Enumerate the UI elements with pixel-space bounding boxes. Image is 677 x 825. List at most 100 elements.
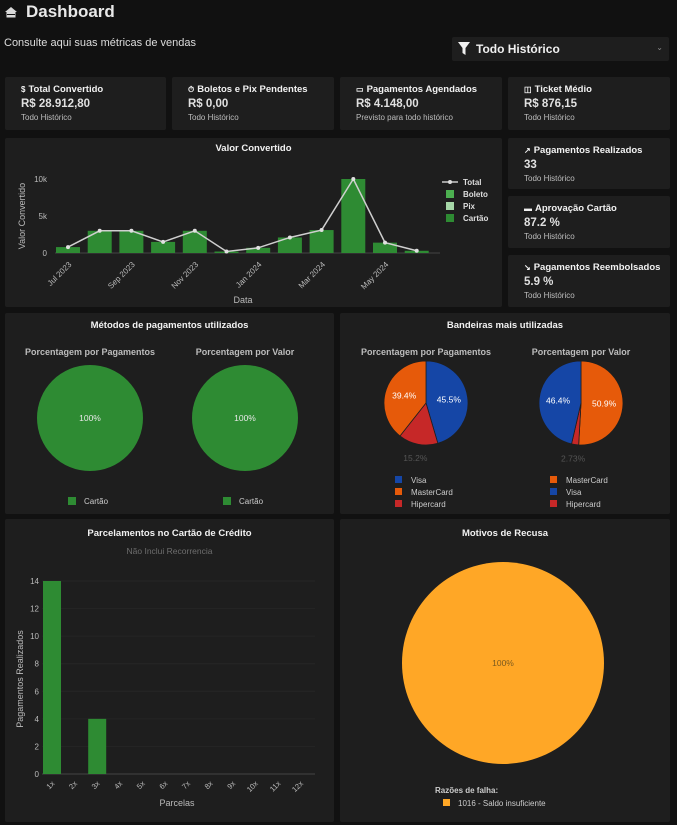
valor-convertido-chart[interactable]: 0 5k 10k Jul 2023 Sep 2023 Nov 2023 Jan 2024 Ma… <box>5 138 502 307</box>
card-title-text: Aprovação Cartão <box>535 203 617 214</box>
legend-swatch-icon <box>446 202 454 210</box>
bar-cartao <box>87 230 112 253</box>
legend-label: Hipercard <box>566 500 601 509</box>
total-point <box>256 245 261 250</box>
trending-up-icon: ↗ <box>524 146 531 155</box>
x-tick-label: 6x <box>157 779 169 791</box>
kpi-card-aprovacao-cartao: ▬ Aprovação Cartão 87.2 % Todo Histórico <box>508 196 670 248</box>
total-point <box>129 228 134 233</box>
y-tick-label: 0 <box>43 249 48 258</box>
period-filter-select[interactable]: Todo Histórico ⌄ <box>452 37 669 61</box>
bandeiras-panel: Bandeiras mais utilizadas Porcentagem po… <box>340 313 670 514</box>
total-point <box>287 235 292 240</box>
x-tick-label: Nov 2023 <box>170 260 201 291</box>
dollar-icon: $ <box>21 85 26 94</box>
page-title: Dashboard <box>26 2 115 21</box>
total-line <box>67 177 417 253</box>
x-tick-label: 4x <box>112 779 124 791</box>
legend-swatch-icon <box>550 476 557 483</box>
pie-slice <box>383 360 427 437</box>
card-subtext: Todo Histórico <box>524 232 575 241</box>
x-axis-label: Data <box>233 295 252 305</box>
legend-label: Cartão <box>84 497 109 506</box>
total-point <box>192 228 197 233</box>
pie-subtitle: Porcentagem por Valor <box>532 347 631 357</box>
motivos-chart[interactable]: 100% Razões de falha: 1016 - Saldo insufic… <box>340 519 670 822</box>
legend-label: Visa <box>411 476 427 485</box>
chart-title: Parcelamentos no Cartão de Crédito <box>87 528 252 539</box>
card-value: 5.9 % <box>524 276 554 288</box>
legend-label: MasterCard <box>411 488 453 497</box>
card-title-text: Pagamentos Realizados <box>533 145 643 156</box>
x-tick-label: 8x <box>203 779 215 791</box>
filter-selected-value: Todo Histórico <box>476 42 560 56</box>
y-tick-label: 4 <box>35 715 40 724</box>
legend-label: Visa <box>566 488 582 497</box>
card-title: $ Total Convertido <box>21 84 103 95</box>
legend-label: Pix <box>463 202 476 211</box>
bar <box>43 581 61 774</box>
legend-label: Hipercard <box>411 500 446 509</box>
card-subtext: Todo Histórico <box>21 113 72 122</box>
card-title: ◫ Ticket Médio <box>524 84 592 95</box>
pie-label: 100% <box>79 413 101 423</box>
bar-cartao <box>182 230 207 253</box>
pie-slice <box>578 360 624 446</box>
pie-slice <box>37 365 143 471</box>
card-value: 33 <box>524 159 537 171</box>
card-subtext: Previsto para todo histórico <box>356 113 453 122</box>
card-value: R$ 0,00 <box>188 98 229 110</box>
legend-swatch-icon <box>446 214 454 222</box>
card-subtext: Todo Histórico <box>524 174 575 183</box>
kpi-card-pagamentos-realizados: ↗ Pagamentos Realizados 33 Todo Histórico <box>508 138 670 189</box>
timer-icon: ⏱ <box>188 85 195 94</box>
legend-swatch-icon <box>223 497 231 505</box>
x-tick-label: 2x <box>67 779 79 791</box>
legend-label: Cartão <box>239 497 264 506</box>
card-title: ▬ Aprovação Cartão <box>524 203 617 214</box>
y-tick-label: 6 <box>35 687 40 696</box>
total-point <box>319 228 324 233</box>
pie-label: 100% <box>492 658 514 668</box>
bar <box>88 718 107 774</box>
calendar-icon: ▭ <box>356 85 364 94</box>
page-subtitle: Consulte aqui suas métricas de vendas <box>4 37 196 49</box>
card-subtext: Todo Histórico <box>188 113 239 122</box>
total-point <box>224 249 229 254</box>
legend-label: Total <box>463 178 482 187</box>
y-tick-label: 14 <box>30 577 39 586</box>
total-point <box>414 248 419 253</box>
metodos-panel: Métodos de pagamentos utilizados Porcent… <box>5 313 334 514</box>
pie-label: 45.5% <box>437 395 462 405</box>
bar-cartao <box>277 237 302 253</box>
legend-swatch-icon <box>446 190 454 198</box>
legend-title: Razões de falha: <box>435 786 498 795</box>
kpi-card-total-convertido: $ Total Convertido R$ 28.912,80 Todo Hist… <box>5 77 166 130</box>
x-tick-label: 7x <box>180 779 192 791</box>
pie-slice <box>538 360 582 445</box>
legend-swatch-icon <box>395 476 402 483</box>
kpi-card-boletos-pix-pendentes: ⏱ Boletos e Pix Pendentes R$ 0,00 Todo Hi… <box>172 77 334 130</box>
card-subtext: Todo Histórico <box>524 291 575 300</box>
kpi-card-pagamentos-agendados: ▭ Pagamentos Agendados R$ 4.148,00 Previs… <box>340 77 502 130</box>
card-value: 87.2 % <box>524 217 560 229</box>
legend-marker-icon <box>448 180 452 184</box>
chart-title: Métodos de pagamentos utilizados <box>90 320 249 331</box>
kpi-card-ticket-medio: ◫ Ticket Médio R$ 876,15 Todo Histórico <box>508 77 670 130</box>
metodos-chart[interactable]: Porcentagem por Pagamentos 100% Cartão Porc… <box>5 313 334 514</box>
card-title-text: Boletos e Pix Pendentes <box>197 84 308 95</box>
x-tick-label: Jul 2023 <box>46 260 74 288</box>
bar-cartao <box>119 230 144 253</box>
x-tick-label: Sep 2023 <box>106 260 137 291</box>
bandeiras-chart[interactable]: Porcentagem por Pagamentos 45.5% 15.2% 39.4… <box>340 313 670 514</box>
pie-label: 39.4% <box>392 390 417 400</box>
card-title: ↘ Pagamentos Reembolsados <box>524 262 660 273</box>
card-title: ▭ Pagamentos Agendados <box>356 84 477 95</box>
bar-cartao <box>341 179 366 253</box>
x-tick-label: 12x <box>290 779 305 794</box>
pie-label: 50.9% <box>592 399 617 409</box>
legend-swatch-icon <box>550 488 557 495</box>
legend-swatch-icon <box>68 497 76 505</box>
legend-label: MasterCard <box>566 476 608 485</box>
